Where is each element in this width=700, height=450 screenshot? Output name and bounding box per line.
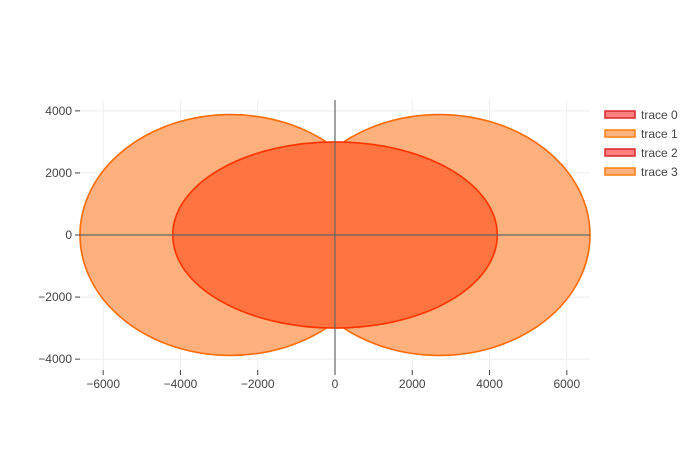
x-tick-label: −4000 (164, 377, 198, 391)
x-tick-label: 2000 (399, 377, 426, 391)
legend-item-trace-0[interactable]: trace 0 (604, 108, 678, 122)
x-tick-label: −6000 (86, 377, 120, 391)
legend-item-trace-2[interactable]: trace 2 (604, 146, 678, 160)
legend-label: trace 0 (641, 108, 678, 122)
legend-swatch (604, 167, 636, 176)
legend-swatch (604, 110, 636, 119)
y-tick-label: 0 (65, 228, 72, 242)
legend[interactable]: trace 0 trace 1 trace 2 trace 3 (604, 108, 678, 179)
legend-label: trace 3 (641, 165, 678, 179)
x-tick-label: 0 (332, 377, 339, 391)
legend-item-trace-1[interactable]: trace 1 (604, 127, 678, 141)
x-tick-label: 4000 (476, 377, 503, 391)
x-tick-label: −2000 (241, 377, 275, 391)
y-axis: −4000 −2000 0 2000 4000 (38, 104, 80, 366)
x-tick-label: 6000 (553, 377, 580, 391)
y-tick-label: −4000 (38, 352, 72, 366)
legend-item-trace-3[interactable]: trace 3 (604, 165, 678, 179)
zero-lines (80, 100, 590, 370)
y-tick-label: 4000 (45, 104, 72, 118)
legend-swatch (604, 148, 636, 157)
legend-swatch (604, 129, 636, 138)
legend-label: trace 1 (641, 127, 678, 141)
x-axis: −6000 −4000 −2000 0 2000 4000 6000 (86, 370, 580, 391)
legend-label: trace 2 (641, 146, 678, 160)
y-tick-label: −2000 (38, 290, 72, 304)
y-tick-label: 2000 (45, 166, 72, 180)
